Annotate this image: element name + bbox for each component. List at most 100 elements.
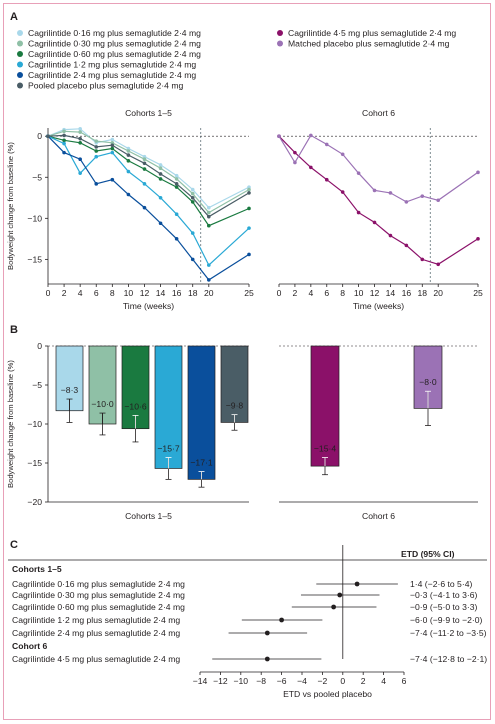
row-label: Cagrilintide 0·30 mg plus semaglutide 2·… xyxy=(12,590,185,600)
series-line-cag016 xyxy=(47,128,250,209)
data-point-pooled xyxy=(94,145,99,149)
data-point-cag016 xyxy=(78,127,82,131)
data-point-cag45 xyxy=(309,165,313,170)
etd-value: −0·9 (−5·0 to 3·3) xyxy=(410,602,477,612)
legend-label-cag060: Cagrilintide 0·60 mg plus semaglutide 2·… xyxy=(28,49,201,59)
data-point-cag45 xyxy=(404,243,409,248)
data-label-cag24: −17·1 xyxy=(190,458,212,468)
x-tick-label: 16 xyxy=(172,288,182,298)
data-point-cag45 xyxy=(372,220,377,225)
data-point-cag45 xyxy=(356,210,361,215)
x-tick-label: 20 xyxy=(204,288,214,298)
series-line-cag060 xyxy=(47,135,250,227)
data-label-cag016: −8·3 xyxy=(61,385,79,395)
x-axis-label: ETD vs pooled placebo xyxy=(283,689,372,699)
chart-title: Cohort 6 xyxy=(362,108,395,118)
data-point-cag060 xyxy=(142,167,147,171)
x-tick-label: 8 xyxy=(110,288,115,298)
data-point-matched xyxy=(372,188,377,193)
data-label-pooled: −9·8 xyxy=(226,401,244,411)
x-tick-label: 0 xyxy=(46,288,51,298)
data-point-cag12 xyxy=(247,226,251,230)
data-point-pooled xyxy=(126,153,131,157)
data-point-cag060 xyxy=(207,223,211,228)
bar-chart-week-20: 0 −5 −10 −15 −20 Bodyweight change from basel… xyxy=(6,341,478,521)
data-point-cag45 xyxy=(293,150,297,155)
series-line-matched xyxy=(278,134,479,203)
x-axis-label: Time (weeks) xyxy=(123,301,174,311)
row-label: Cagrilintide 0·60 mg plus semaglutide 2·… xyxy=(12,602,185,612)
etd-value: 1·4 (−2·6 to 5·4) xyxy=(410,579,472,589)
data-point-cag12 xyxy=(78,171,82,175)
x-tick-label: −10 xyxy=(234,676,249,686)
data-point-cag060 xyxy=(174,185,179,189)
legend-marker-pooled xyxy=(17,82,23,89)
data-point-matched xyxy=(340,152,345,157)
x-tick-label: −14 xyxy=(193,676,208,686)
data-point-cag016 xyxy=(158,163,163,167)
data-point-cag45 xyxy=(340,190,345,194)
data-point-cag030 xyxy=(174,177,179,181)
line-chart-cohorts-1-5: Cohorts 1–5 0 −5 −10 −15 Bodyweight change fr… xyxy=(6,108,254,311)
series-line-cag030 xyxy=(47,130,250,214)
data-point-cag12 xyxy=(207,263,211,267)
etd-value: −7·4 (−11·2 to −3·5) xyxy=(410,628,487,638)
estimate-point xyxy=(354,581,360,587)
data-point-cag030 xyxy=(110,140,115,145)
x-tick-label: 4 xyxy=(78,288,83,298)
x-tick-label: −12 xyxy=(213,676,228,686)
data-point-cag030 xyxy=(142,157,147,161)
data-point-cag12 xyxy=(62,141,66,146)
x-tick-label: 0 xyxy=(340,676,345,686)
row-label: Cagrilintide 4·5 mg plus semaglutide 2·4… xyxy=(12,654,180,664)
data-point-cag45 xyxy=(436,262,441,267)
panel-label-a: A xyxy=(10,11,18,23)
data-point-cag12 xyxy=(126,169,131,174)
series-line-cag24 xyxy=(47,135,250,281)
legend-marker-cag030 xyxy=(17,40,23,47)
data-point-pooled xyxy=(78,136,82,141)
data-point-cag016 xyxy=(247,185,251,189)
data-point-cag016 xyxy=(190,187,195,192)
x-tick-label: 10 xyxy=(354,288,364,298)
data-point-matched xyxy=(436,198,441,203)
data-point-pooled xyxy=(174,182,179,186)
x-tick-label: 14 xyxy=(156,288,166,298)
forest-plot-etd: ETD (95% CI) Cohorts 1–5 Cagrilintide 0·16… xyxy=(8,545,487,699)
data-point-pooled xyxy=(110,143,115,148)
panel-label-b: B xyxy=(10,324,18,336)
row-label: Cagrilintide 2·4 mg plus semaglutide 2·4… xyxy=(12,628,180,638)
bar-cag060 xyxy=(121,345,150,430)
data-label-cag45: −15·4 xyxy=(314,444,336,454)
data-point-cag45 xyxy=(420,257,425,262)
y-axis-label: Bodyweight change from baseline (%) xyxy=(6,142,15,270)
data-point-cag12 xyxy=(94,154,99,159)
legend-label-cag016: Cagrilintide 0·16 mg plus semaglutide 2·… xyxy=(28,28,201,38)
y-tick-label: −5 xyxy=(32,380,42,390)
bar-cag24 xyxy=(187,345,216,480)
data-point-cag060 xyxy=(94,149,99,153)
x-tick-label: 12 xyxy=(140,288,150,298)
x-tick-label: 4 xyxy=(381,676,386,686)
data-point-cag030 xyxy=(94,139,99,143)
x-tick-label: 25 xyxy=(244,288,254,298)
figure-frame xyxy=(3,3,491,720)
x-tick-label: 6 xyxy=(402,676,407,686)
x-tick-label: 16 xyxy=(402,288,412,298)
data-point-cag24 xyxy=(247,252,251,257)
data-point-cag030 xyxy=(78,130,82,134)
data-point-cag016 xyxy=(142,154,147,159)
data-label-matched: −8·0 xyxy=(419,377,437,387)
data-point-matched xyxy=(388,191,393,195)
data-point-cag24 xyxy=(94,182,99,186)
data-point-pooled xyxy=(190,195,195,200)
data-point-cag12 xyxy=(158,195,163,200)
y-tick-label: 0 xyxy=(37,131,42,141)
legend-marker-matched xyxy=(277,40,283,47)
y-axis-label: Bodyweight change from baseline (%) xyxy=(6,360,15,488)
legend-marker-cag060 xyxy=(17,51,23,57)
line-chart-legend: Cagrilintide 0·16 mg plus semaglutide 2·… xyxy=(17,28,456,91)
x-tick-label: 6 xyxy=(324,288,329,298)
data-point-cag060 xyxy=(110,146,115,151)
legend-label-cag24: Cagrilintide 2·4 mg plus semaglutide 2·4… xyxy=(28,70,196,80)
